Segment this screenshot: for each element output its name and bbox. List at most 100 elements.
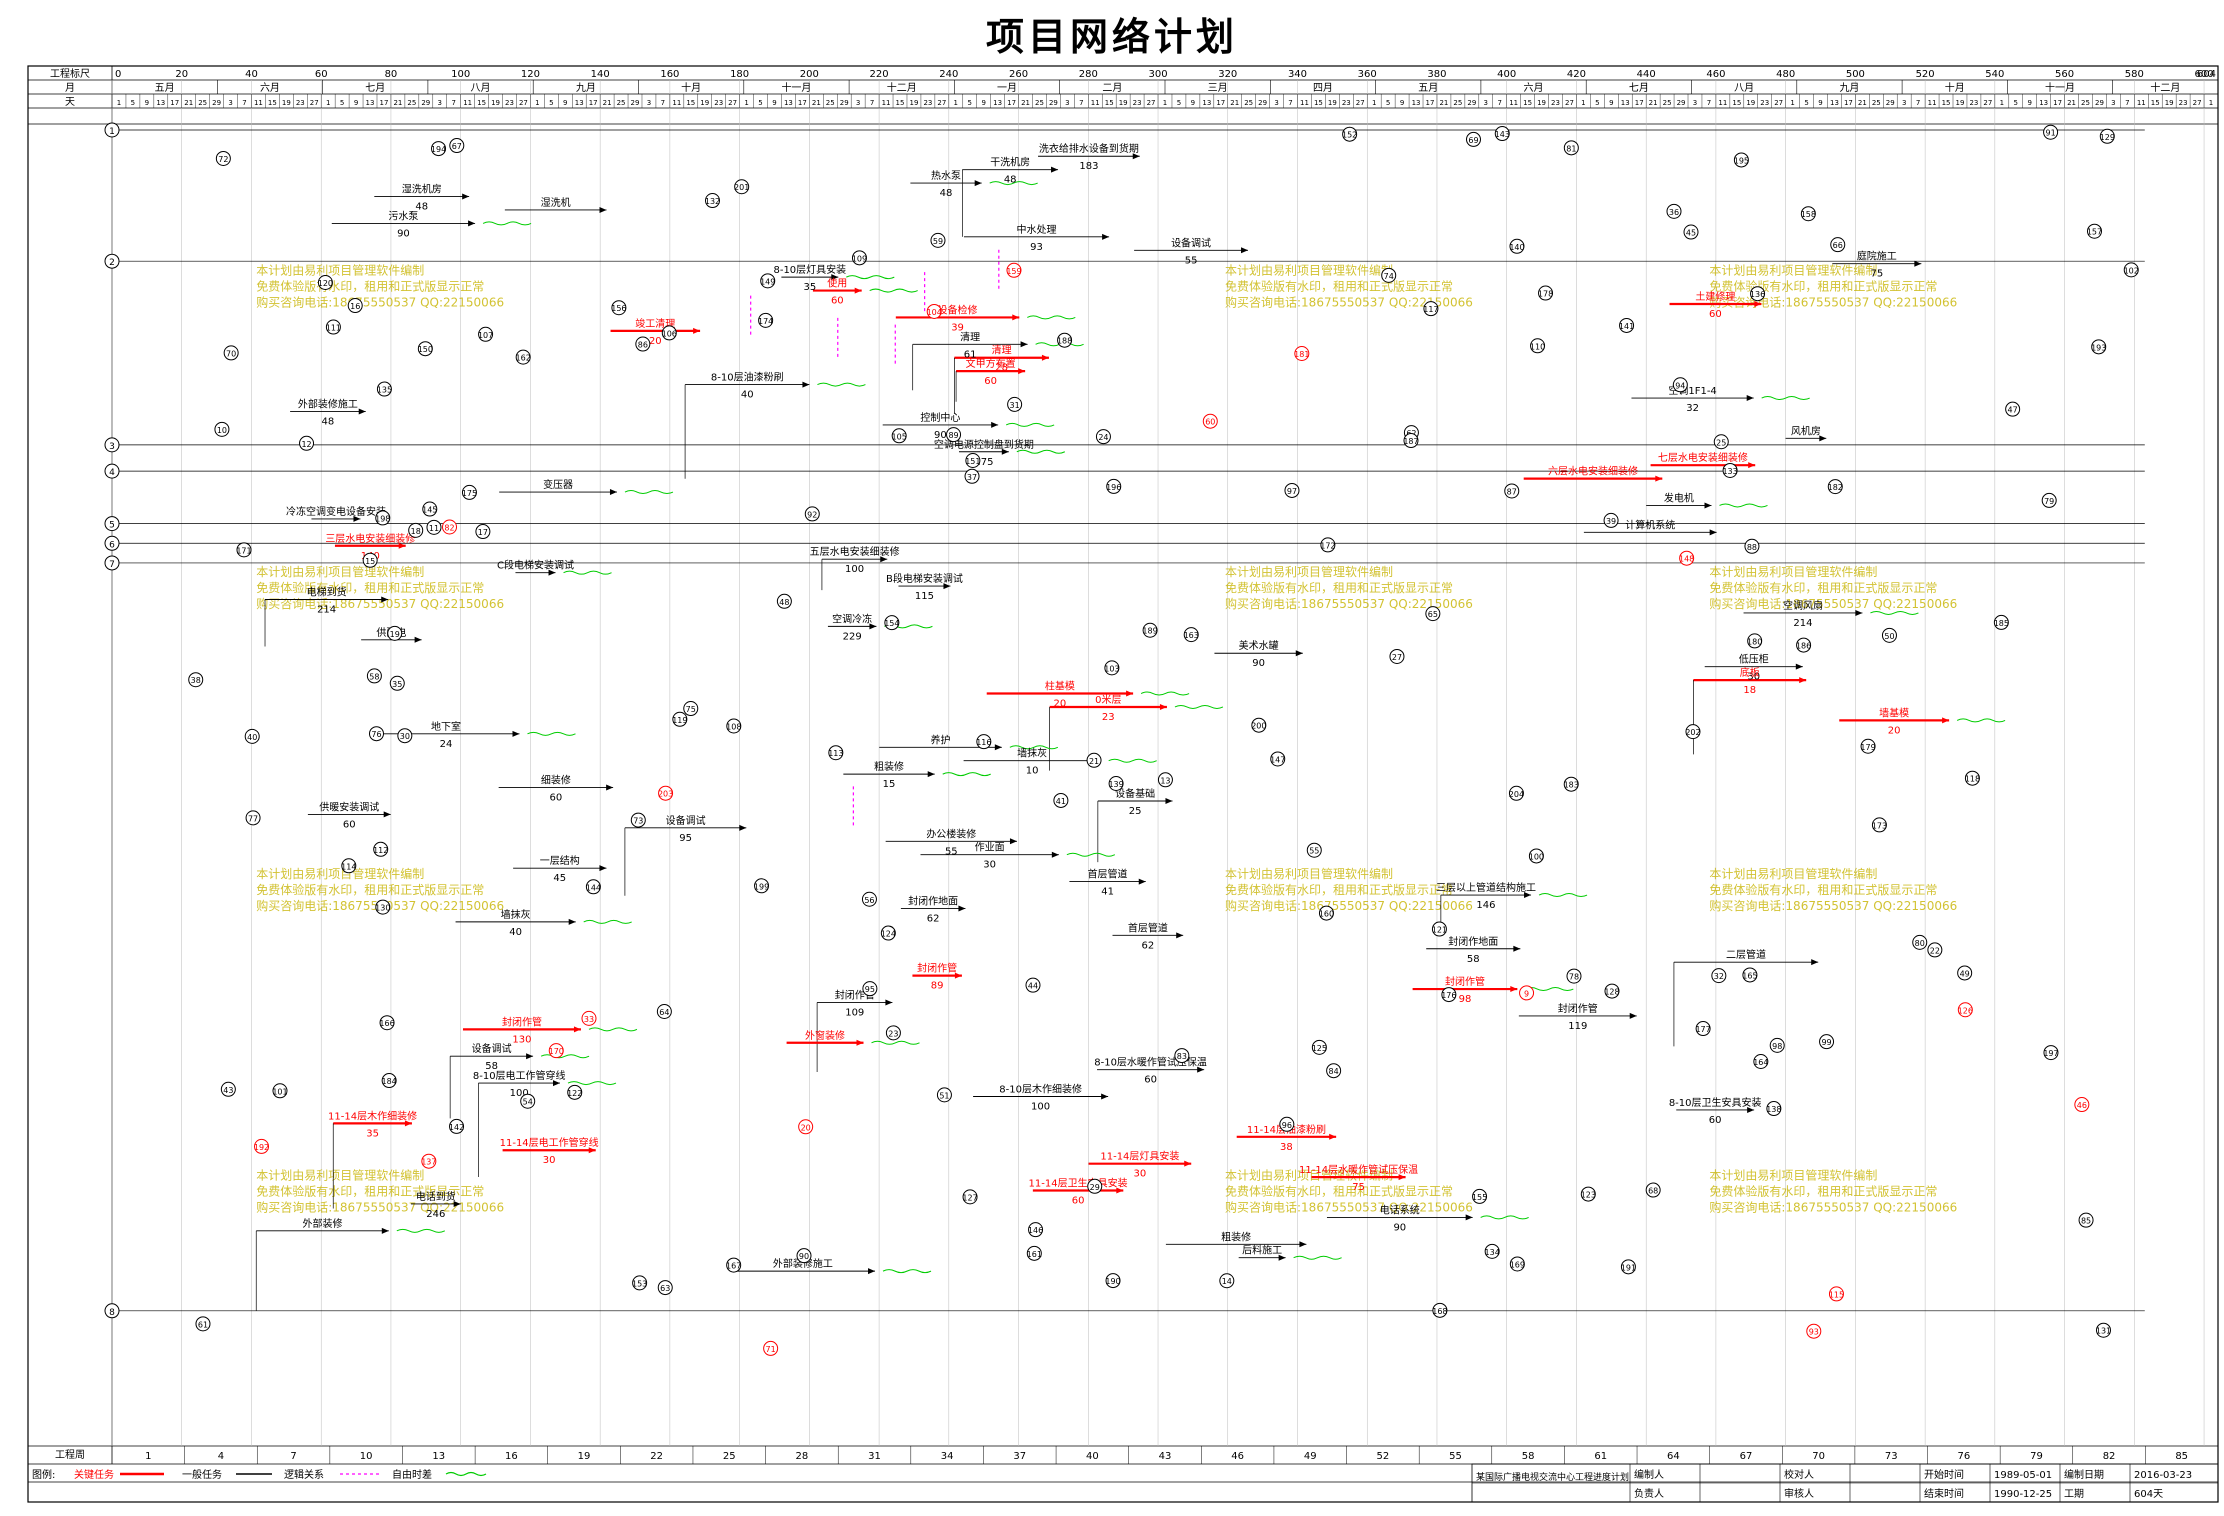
task-name: 粗装修 [874,760,904,773]
node-number: 204 [1509,790,1524,799]
event-node [366,668,382,684]
event-node [1006,262,1022,278]
event-node [2041,492,2057,508]
task-duration: 48 [322,416,335,427]
event-node [2074,1097,2090,1113]
task-name: 清理 [960,330,980,343]
watermark-line: 本计划由易利项目管理软件编制 [1225,564,1393,579]
task-duration: 90 [1252,658,1265,669]
month-cell: 八月 [471,82,491,94]
event-node [567,1084,583,1100]
day-cell: 29 [631,99,640,107]
day-cell: 21 [2067,99,2076,107]
task-name: 8-10层油漆粉刷 [711,371,784,384]
node-number: 174 [758,317,773,326]
watermark-line: 购买咨询电话:18675550537 QQ:22150066 [1225,294,1473,309]
node-number: 40 [247,733,257,742]
month-cell: 三月 [1208,82,1228,94]
free-float-wave [1108,758,1157,763]
node-number: 63 [660,1284,670,1293]
scale-tick: 440 [1637,69,1656,80]
task-name: 封闭作地面 [1448,935,1498,948]
event-node [705,193,721,209]
task-duration: 55 [945,846,958,857]
event-node [376,381,392,397]
week-tick: 43 [1159,1451,1172,1462]
task-duration: 30 [983,860,996,871]
watermark-line: 免费体验版有水印，租用和正式版显示正常 [256,1184,484,1199]
node-number: 94 [1675,381,1685,390]
node-number: 151 [965,457,980,466]
arrow-head [991,421,999,428]
week-tick: 46 [1231,1451,1244,1462]
info-cell: 开始时间 [1924,1468,1964,1481]
scale-tick: 260 [1009,69,1028,80]
task-duration: 100 [1031,1102,1050,1113]
info-cell: 1990-12-25 [1994,1489,2052,1500]
node-number: 133 [1722,467,1737,476]
event-node [475,524,491,540]
day-cell: 13 [2039,99,2048,107]
node-number: 22 [1930,946,1940,955]
day-cell: 9 [1400,99,1404,107]
event-node [726,718,742,734]
task-duration: 100 [845,564,864,575]
scale-tick: 280 [1079,69,1098,80]
node-number: 85 [2081,1217,2091,1226]
legend-float-wave [445,1471,487,1477]
node-number: 25 [1716,438,1726,447]
task-name: 墙基模 [1879,706,1909,719]
day-cell: 13 [993,99,1002,107]
arrow-head [606,784,614,791]
task-name: 后料施工 [1242,1244,1282,1257]
event-node [1057,332,1073,348]
event-node [635,336,651,352]
day-cell: 29 [1886,99,1895,107]
week-label: 工程周 [55,1449,85,1461]
node-number: 87 [1507,487,1517,496]
scale-tick: 340 [1288,69,1307,80]
task-duration: 61 [964,349,977,360]
node-number: 56 [864,896,874,905]
event-node [1713,434,1729,450]
arrow-head [599,865,607,872]
task-duration: 20 [649,336,662,347]
day-cell: 17 [2053,99,2062,107]
node-number: 172 [1320,541,1335,550]
event-node [397,728,413,744]
event-node [2078,1212,2094,1228]
day-cell: 11 [254,99,263,107]
node-number: 46 [2077,1101,2087,1110]
arrow-head [869,623,877,630]
node-number: 58 [369,672,379,681]
watermark-line: 免费体验版有水印，租用和正式版显示正常 [256,278,484,293]
event-node [965,453,981,469]
day-cell: 1 [117,99,121,107]
watermark-line: 免费体验版有水印，租用和正式版显示正常 [1709,580,1937,595]
day-cell: 27 [1565,99,1574,107]
month-cell: 六月 [1524,82,1544,94]
node-number: 16 [350,302,360,311]
scale-tick: 60 [315,69,328,80]
day-cell: 21 [1021,99,1030,107]
day-cell: 5 [1177,99,1181,107]
watermark-line: 免费体验版有水印，租用和正式版显示正常 [1709,278,1937,293]
event-node [1871,817,1887,833]
day-cell: 9 [563,99,567,107]
arrow-head [831,274,839,281]
event-node [195,1316,211,1332]
month-cell: 五月 [1418,82,1438,94]
legend-normal-text: 一般任务 [182,1468,222,1481]
day-cell: 17 [798,99,807,107]
node-number: 45 [1686,229,1696,238]
arrow-head [954,972,962,979]
node-number: 37 [967,473,977,482]
event-node [1912,934,1928,950]
arrow-head [453,1200,461,1207]
event-node [1827,479,1843,495]
event-node [1519,985,1535,1001]
node-number: 168 [1432,1307,1447,1316]
node-number: 187 [1403,437,1418,446]
day-cell: 29 [1258,99,1267,107]
node-number: 88 [1747,543,1757,552]
